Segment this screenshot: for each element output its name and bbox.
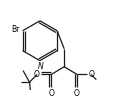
Text: O: O <box>74 89 80 98</box>
Text: O: O <box>48 89 54 98</box>
Text: N: N <box>38 62 43 71</box>
Text: O: O <box>34 70 40 79</box>
Text: Br: Br <box>12 25 20 34</box>
Text: O: O <box>89 70 94 79</box>
